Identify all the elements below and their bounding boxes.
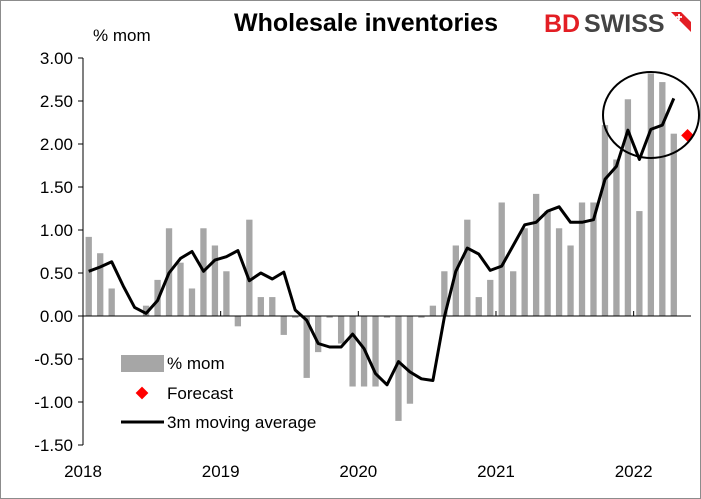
logo-corner-mark bbox=[671, 12, 691, 32]
bar bbox=[406, 316, 414, 404]
bar bbox=[498, 202, 505, 316]
bar bbox=[636, 211, 643, 316]
axes-layer: 3.00 2.50 2.00 1.50 1.00 0.50 0.00 -0.50 -1.00 -1… bbox=[34, 49, 691, 481]
bar bbox=[670, 133, 677, 316]
legend-marker-forecast bbox=[135, 386, 149, 400]
moving-average-line bbox=[88, 97, 676, 387]
bar bbox=[521, 228, 528, 316]
legend-label-line: 3m moving average bbox=[167, 413, 316, 432]
bar bbox=[108, 288, 115, 316]
chart-title: Wholesale inventories bbox=[234, 9, 498, 37]
bar bbox=[177, 262, 184, 316]
y-unit-label: % mom bbox=[93, 26, 151, 45]
bar bbox=[188, 288, 196, 316]
bar bbox=[567, 245, 574, 316]
x-tick-label: 2020 bbox=[339, 462, 377, 481]
bar bbox=[383, 316, 391, 318]
logo-text-bd: BD bbox=[544, 10, 580, 38]
x-tick-label: 2018 bbox=[64, 462, 102, 481]
bar bbox=[418, 316, 425, 318]
bar bbox=[395, 316, 402, 421]
bar bbox=[280, 316, 287, 335]
y-tick-label: -1.00 bbox=[34, 393, 73, 412]
bar bbox=[257, 297, 264, 316]
bar bbox=[441, 271, 448, 316]
bar bbox=[349, 316, 356, 387]
y-tick-label: 2.00 bbox=[40, 135, 73, 154]
bar bbox=[464, 219, 471, 316]
bar bbox=[97, 253, 104, 316]
legend-label-forecast: Forecast bbox=[167, 384, 233, 403]
bar bbox=[613, 159, 620, 316]
x-tick-label: 2022 bbox=[615, 462, 653, 481]
y-tick-label: 0.00 bbox=[40, 307, 73, 326]
y-tick-label: 2.50 bbox=[40, 92, 73, 111]
y-tick-label: -1.50 bbox=[34, 436, 73, 455]
bar bbox=[578, 202, 586, 316]
bar bbox=[659, 82, 666, 316]
bar bbox=[292, 316, 299, 318]
legend-swatch-bars bbox=[121, 355, 164, 372]
bar bbox=[452, 245, 459, 316]
bar bbox=[544, 211, 551, 316]
bar bbox=[510, 271, 517, 316]
bar bbox=[475, 297, 482, 316]
x-tick-label: 2021 bbox=[477, 462, 515, 481]
bar bbox=[315, 316, 322, 353]
bar bbox=[234, 316, 242, 327]
bar bbox=[223, 271, 230, 316]
bar bbox=[142, 305, 150, 316]
bar bbox=[532, 193, 540, 316]
forecast-marker bbox=[681, 129, 694, 142]
bar bbox=[85, 236, 92, 316]
bar bbox=[429, 305, 437, 316]
bar bbox=[326, 316, 333, 318]
y-tick-label: 3.00 bbox=[40, 49, 73, 68]
y-tick-label: 0.50 bbox=[40, 264, 73, 283]
bar bbox=[555, 228, 563, 316]
bar bbox=[211, 245, 219, 316]
highlight-circle bbox=[602, 71, 700, 159]
bar bbox=[269, 297, 276, 316]
logo-text-swiss: SWISS bbox=[584, 10, 665, 38]
forecast-layer bbox=[681, 129, 694, 142]
bar bbox=[590, 202, 597, 316]
y-tick-label: 1.00 bbox=[40, 221, 73, 240]
logo-cross-icon bbox=[676, 14, 682, 20]
bar bbox=[246, 219, 253, 316]
brand-logo: BD SWISS bbox=[544, 10, 691, 38]
bar bbox=[647, 73, 655, 316]
line-layer bbox=[88, 97, 676, 387]
bar bbox=[601, 125, 609, 316]
bars-layer bbox=[85, 73, 677, 421]
bar bbox=[372, 316, 379, 387]
y-tick-label: 1.50 bbox=[40, 178, 73, 197]
bar bbox=[337, 316, 345, 344]
bar bbox=[487, 279, 494, 316]
legend: % mom Forecast 3m moving average bbox=[121, 354, 316, 432]
x-tick-label: 2019 bbox=[202, 462, 240, 481]
legend-label-bars: % mom bbox=[167, 354, 225, 373]
bar bbox=[303, 316, 310, 378]
bar bbox=[624, 99, 632, 316]
y-tick-label: -0.50 bbox=[34, 350, 73, 369]
